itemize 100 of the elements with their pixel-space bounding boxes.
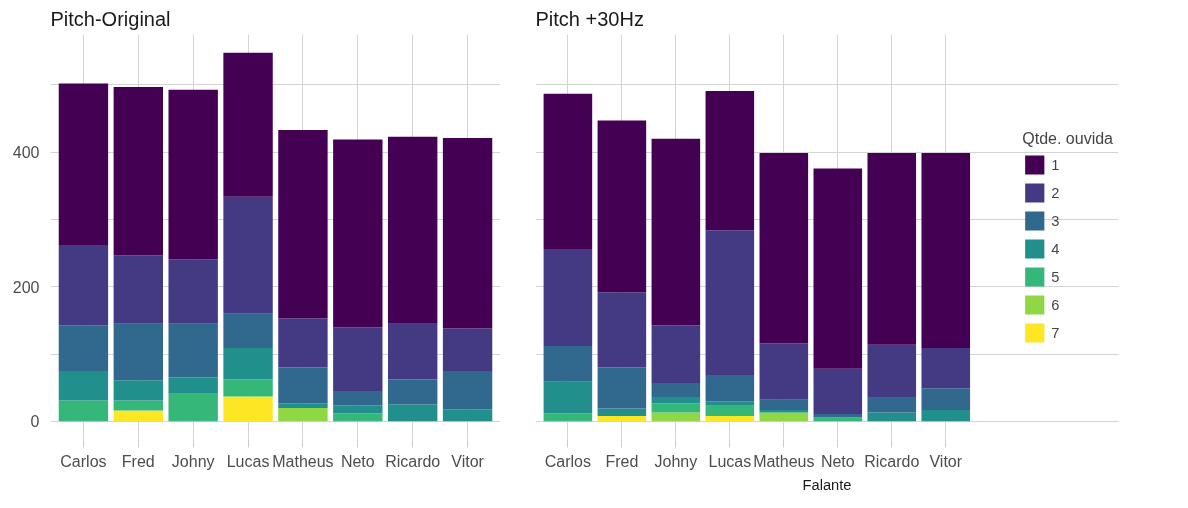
bar — [278, 318, 328, 368]
bar — [278, 403, 328, 408]
bar — [705, 415, 755, 422]
bar — [113, 323, 163, 381]
bar — [921, 152, 971, 348]
bar — [58, 325, 109, 371]
bar — [278, 130, 328, 319]
bar — [543, 413, 593, 422]
chart-title: Pitch-Original — [50, 7, 171, 30]
bar — [58, 83, 109, 246]
x-tick-label: Neto — [820, 452, 855, 470]
bar — [597, 408, 647, 416]
bar — [651, 325, 701, 383]
bar — [921, 348, 971, 389]
bar — [388, 323, 438, 380]
bar — [223, 348, 273, 380]
bar — [388, 404, 438, 422]
bar — [813, 417, 863, 422]
bar — [168, 377, 218, 394]
x-tick-label: Ricardo — [385, 452, 441, 470]
x-tick-label: Ricardo — [864, 452, 920, 470]
bar — [333, 391, 383, 406]
legend-label: 5 — [1051, 267, 1061, 286]
legend-label: 3 — [1051, 211, 1061, 230]
bar — [759, 399, 809, 410]
x-tick-label: Fred — [605, 452, 639, 470]
x-tick-label: Johny — [654, 452, 698, 470]
bar — [58, 400, 109, 422]
bar — [597, 292, 647, 368]
bar — [867, 412, 917, 422]
x-tick-label: Matheus — [753, 452, 815, 470]
chart-title: Pitch +30Hz — [535, 7, 644, 30]
bar — [333, 413, 383, 422]
bar — [759, 343, 809, 400]
x-tick-label: Vitor — [929, 452, 963, 470]
bar — [388, 136, 438, 324]
bar — [543, 381, 593, 414]
legend-label: 2 — [1051, 183, 1061, 202]
bar — [705, 91, 755, 231]
legend-label: 7 — [1051, 323, 1061, 342]
bar — [223, 313, 273, 348]
x-tick-label: Carlos — [544, 452, 592, 470]
bar — [651, 382, 701, 398]
x-tick-label: Neto — [340, 452, 375, 470]
bar — [168, 89, 218, 260]
bar — [651, 397, 701, 404]
bar — [168, 259, 218, 324]
bar — [867, 344, 917, 398]
bar — [223, 379, 273, 397]
bar — [58, 245, 109, 326]
legend-label: 6 — [1051, 295, 1061, 314]
bar — [597, 415, 647, 422]
bar — [113, 410, 163, 422]
bar — [278, 407, 328, 422]
bar — [543, 93, 593, 250]
bar — [113, 400, 163, 411]
x-tick-label: Carlos — [60, 452, 107, 470]
bar — [759, 412, 809, 422]
legend-title: Qtde. ouvida — [1022, 129, 1113, 147]
bar — [333, 139, 383, 328]
legend-label: 4 — [1051, 239, 1061, 258]
bar — [597, 367, 647, 409]
x-tick-label: Lucas — [226, 452, 270, 470]
bar — [867, 152, 917, 345]
legend-label: 1 — [1051, 155, 1061, 174]
bar — [921, 388, 971, 410]
bar — [333, 405, 383, 414]
bar — [442, 409, 493, 422]
bar — [813, 368, 863, 414]
bar — [223, 196, 273, 314]
bar — [705, 401, 755, 406]
bar — [543, 249, 593, 346]
bar — [223, 52, 273, 197]
bar — [651, 403, 701, 413]
bar — [705, 405, 755, 416]
y-tick-label: 0 — [30, 413, 40, 431]
bar — [442, 138, 493, 329]
bar — [867, 397, 917, 413]
x-axis-title: Falante — [802, 476, 852, 493]
bar — [58, 370, 109, 401]
bar — [813, 168, 863, 369]
bar — [543, 345, 593, 382]
bar — [651, 138, 701, 326]
bar — [921, 409, 971, 422]
bar — [388, 379, 438, 405]
bar — [113, 86, 163, 256]
bar — [759, 409, 809, 413]
bar — [113, 380, 163, 401]
bar — [278, 367, 328, 404]
bar — [705, 374, 755, 402]
x-tick-label: Lucas — [708, 452, 752, 470]
bar — [333, 327, 383, 392]
bar — [597, 120, 647, 293]
bar — [442, 328, 493, 371]
bar — [759, 152, 809, 344]
bar — [651, 412, 701, 422]
bar — [223, 396, 273, 422]
x-tick-label: Fred — [121, 452, 155, 470]
bar — [168, 393, 218, 422]
y-tick-label: 400 — [12, 144, 40, 162]
